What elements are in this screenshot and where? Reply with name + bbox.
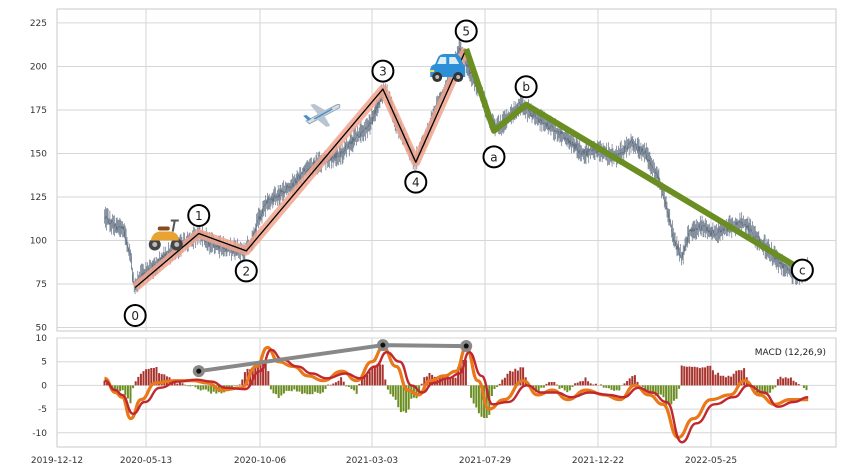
y-tick-label: 150 xyxy=(30,149,47,159)
wave-labels: 0 1 2 3 4 5 a b c xyxy=(123,19,814,327)
wave-label-1: 1 xyxy=(187,204,211,228)
wave-label-circle xyxy=(404,170,428,194)
wave-label-text: a xyxy=(490,150,497,164)
x-tick-label: 2020-05-13 xyxy=(120,456,172,466)
x-tick-label: 2021-12-22 xyxy=(572,456,624,466)
x-tick-label: 2019-12-12 xyxy=(31,456,83,466)
wave-label-text: 2 xyxy=(242,264,250,278)
wave-label-circle xyxy=(790,258,814,282)
icons xyxy=(148,54,466,251)
wave-label-circle xyxy=(187,204,211,228)
wave-label-text: 5 xyxy=(462,25,470,39)
wave-label-circle xyxy=(371,59,395,83)
macd-tick-label: -5 xyxy=(38,405,47,415)
corrective-wave-line xyxy=(463,48,804,273)
macd-tick-label: 0 xyxy=(41,381,47,391)
y-tick-label: 125 xyxy=(30,193,47,203)
y-tick-label: 225 xyxy=(30,19,47,29)
signal-line xyxy=(104,348,809,444)
wave-label-circle xyxy=(234,259,258,283)
scooter-icon xyxy=(148,219,183,251)
wave-label-0: 0 xyxy=(123,303,147,327)
impulse-wave-line xyxy=(134,48,467,288)
wave-label-circle xyxy=(123,303,147,327)
car-icon xyxy=(430,54,466,83)
y-tick-label: 100 xyxy=(30,236,47,246)
axis-ticks: 2019-12-12 2020-05-13 2020-10-06 2021-03-03… xyxy=(30,19,737,466)
wave-label-circle xyxy=(482,145,506,169)
wave-label-b: b xyxy=(514,75,538,99)
macd-legend: MACD (12,26,9) xyxy=(755,348,826,358)
wave-label-text: c xyxy=(799,264,806,278)
y-tick-label: 200 xyxy=(30,62,47,72)
macd-tick-label: -10 xyxy=(32,429,47,439)
macd-tick-label: 5 xyxy=(41,358,47,368)
x-tick-label: 2020-10-06 xyxy=(234,456,287,466)
wave-label-2: 2 xyxy=(234,259,258,283)
wave-label-circle xyxy=(454,19,478,43)
x-tick-label: 2021-03-03 xyxy=(346,456,398,466)
wave-label-a: a xyxy=(482,145,506,169)
wave-label-text: 0 xyxy=(131,309,139,323)
wave-label-3: 3 xyxy=(371,59,395,83)
macd-panel xyxy=(56,337,837,448)
y-tick-label: 50 xyxy=(36,324,48,334)
wave-label-c: c xyxy=(790,258,814,282)
wave-label-circle xyxy=(514,75,538,99)
y-tick-label: 175 xyxy=(30,106,47,116)
wave-label-text: 4 xyxy=(412,176,420,190)
airplane-icon xyxy=(303,103,341,127)
macd-tick-label: 10 xyxy=(36,334,48,344)
wave-label-5: 5 xyxy=(454,19,478,43)
x-tick-label: 2022-05-25 xyxy=(685,456,737,466)
macd-plot xyxy=(103,339,809,444)
wave-label-text: 3 xyxy=(379,65,387,79)
divergence-point-center xyxy=(196,368,202,374)
y-tick-label: 75 xyxy=(36,280,47,290)
divergence-point-center xyxy=(463,343,469,349)
x-tick-label: 2021-07-29 xyxy=(459,456,512,466)
wave-label-text: 1 xyxy=(195,209,203,223)
wave-label-4: 4 xyxy=(404,170,428,194)
divergence-point-center xyxy=(380,342,386,348)
price-plot xyxy=(104,38,808,295)
wave-label-text: b xyxy=(522,80,530,94)
